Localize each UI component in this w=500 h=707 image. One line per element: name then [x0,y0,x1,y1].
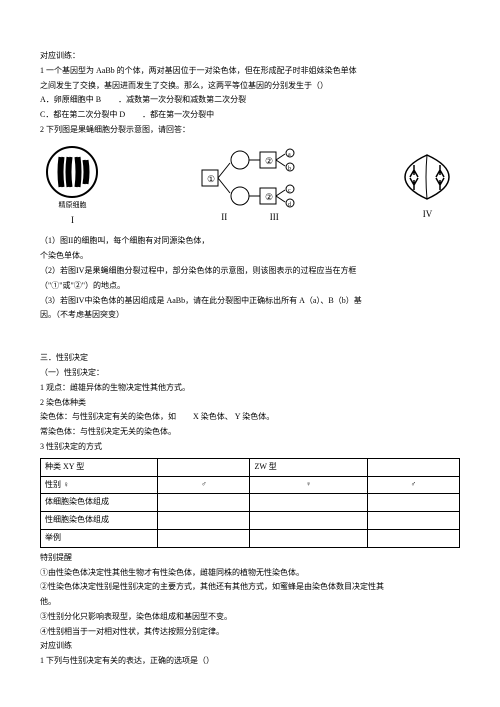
cell [250,512,367,530]
tip-2a: ②性染色体决定性别是性别决定的主要方式，其他还有其他方式，如蜜蜂是由染色体数目决… [40,581,460,594]
tip-1: ①由性染色体决定性其他生物才有性染色体，雌雄同株的植物无性染色体。 [40,567,460,580]
diagram-2-label: II [221,210,227,224]
option-a: A．卵原细胞中 B [40,95,101,104]
l2a-x: X 染色体、 [178,412,233,421]
post-p2b: （"①"或"②"）的地点。 [40,280,460,293]
diagram-row: 精原细胞 I ① ② ② a b c d II III [40,145,460,228]
diagram-4: IV [400,150,455,221]
cell [158,512,250,530]
chromosome-table: 种类 XY 型 ZW 型 性别 ♀ ♂ ♀ ♂ 体细胞染色体组成 性细胞染色体组… [40,458,460,548]
diagram-2: ① ② ② a b c d II III [200,148,300,224]
post-p3a: （3）若图IV中染色体的基因组成是 AaBb，请在此分裂图中正确标出所有 A（a… [40,295,460,308]
cell: 举例 [41,529,158,547]
cell: 性别 ♀ [41,476,158,494]
q1-line2: 之间发生了交换，基因进而发生了交换。那么，这两平等位基因的分别发生于（） [40,80,460,93]
dividing-cell-icon [400,150,455,205]
cell [250,529,367,547]
cell: ♂ [367,476,459,494]
option-b-text: ．减数第一次分裂和减数第二次分裂 [103,95,246,104]
option-c: C．都在第二次分裂中 D [40,110,125,119]
tip-2b: 他。 [40,596,460,609]
table-row: 性细胞染色体组成 [41,512,460,530]
tip-4: ④性别相当于一对相对性状，其传达按照分别定律。 [40,626,460,639]
tips-footer: 对应训练 [40,640,460,653]
section3-sub1: （一）性别决定： [40,367,460,380]
pedigree-icon: ① ② ② a b c d [200,148,300,208]
post-p1: （1）图II的细胞叫，每个细胞有对同源染色体， [40,235,460,248]
cell [158,494,250,512]
tip-3: ③性别分化只影响表现型，染色体组成和基因型不变。 [40,611,460,624]
table-row: 种类 XY 型 ZW 型 [41,458,460,476]
section3-l2a: 染色体：与性别决定有关的染色体，如 X 染色体、 Y 染色体。 [40,411,460,424]
cell-circle-icon [45,145,100,200]
svg-text:②: ② [265,156,273,166]
cell [158,529,250,547]
section3-title: 三．性别决定 [40,352,460,365]
option-d-text: ．都在第一次分裂中 [127,110,214,119]
l2a-y: Y 染色体。 [235,412,274,421]
section3-l2b: 常染色体：与性别决定无关的染色体。 [40,426,460,439]
cell: ♂ [158,476,250,494]
l2a-pre: 染色体：与性别决定有关的染色体，如 [40,412,176,421]
tips-header: 特别提醒 [40,552,460,565]
section3-l1: 1 观点：雌雄异体的生物决定性其他方式。 [40,382,460,395]
diagram-1-caption: 精原细胞 [45,200,100,211]
svg-text:a: a [288,152,291,158]
cell [367,458,459,476]
svg-text:d: d [288,202,291,208]
post-p3b: 因。（不考虑基因突变） [40,309,460,322]
q2: 2 下列图是果蝇细胞分裂示意图，请回答： [40,124,460,137]
svg-text:b: b [288,166,291,172]
final-q: 1 下列与性别决定有关的表达，正确的选项是（） [40,655,460,668]
cell [367,512,459,530]
q1-line1: 1 一个基因型为 AaBb 的个体，两对基因位于一对染色体，但在形成配子时非姐妹… [40,65,460,78]
cell [367,529,459,547]
table-row: 举例 [41,529,460,547]
post-p2a: （2）若图IV是果蝇细胞分裂过程中，部分染色体的示意图，则该图表示的过程应当在方… [40,265,460,278]
svg-text:c: c [288,188,291,194]
cell [367,494,459,512]
diagram-1: 精原细胞 I [45,145,100,228]
circ1-label: ① [207,174,215,184]
svg-text:②: ② [265,192,273,202]
section3-l3: 3 性别决定的方式 [40,441,460,454]
cell [158,458,250,476]
cell: 性细胞染色体组成 [41,512,158,530]
table-row: 性别 ♀ ♂ ♀ ♂ [41,476,460,494]
cell [250,494,367,512]
diagram-4-label: IV [400,207,455,221]
option-row-ab: A．卵原细胞中 B ．减数第一次分裂和减数第二次分裂 [40,94,460,107]
cell: 种类 XY 型 [41,458,158,476]
diagram-3-label: III [270,210,279,224]
table-row: 体细胞染色体组成 [41,494,460,512]
section3-l2: 2 染色体种类 [40,397,460,410]
cell: ZW 型 [250,458,367,476]
diagram-1-label: I [45,213,100,227]
training-header: 对应训练： [40,50,460,63]
cell: ♀ [250,476,367,494]
cell: 体细胞染色体组成 [41,494,158,512]
option-row-cd: C．都在第二次分裂中 D ．都在第一次分裂中 [40,109,460,122]
post-p1b: 个染色单体。 [40,250,460,263]
